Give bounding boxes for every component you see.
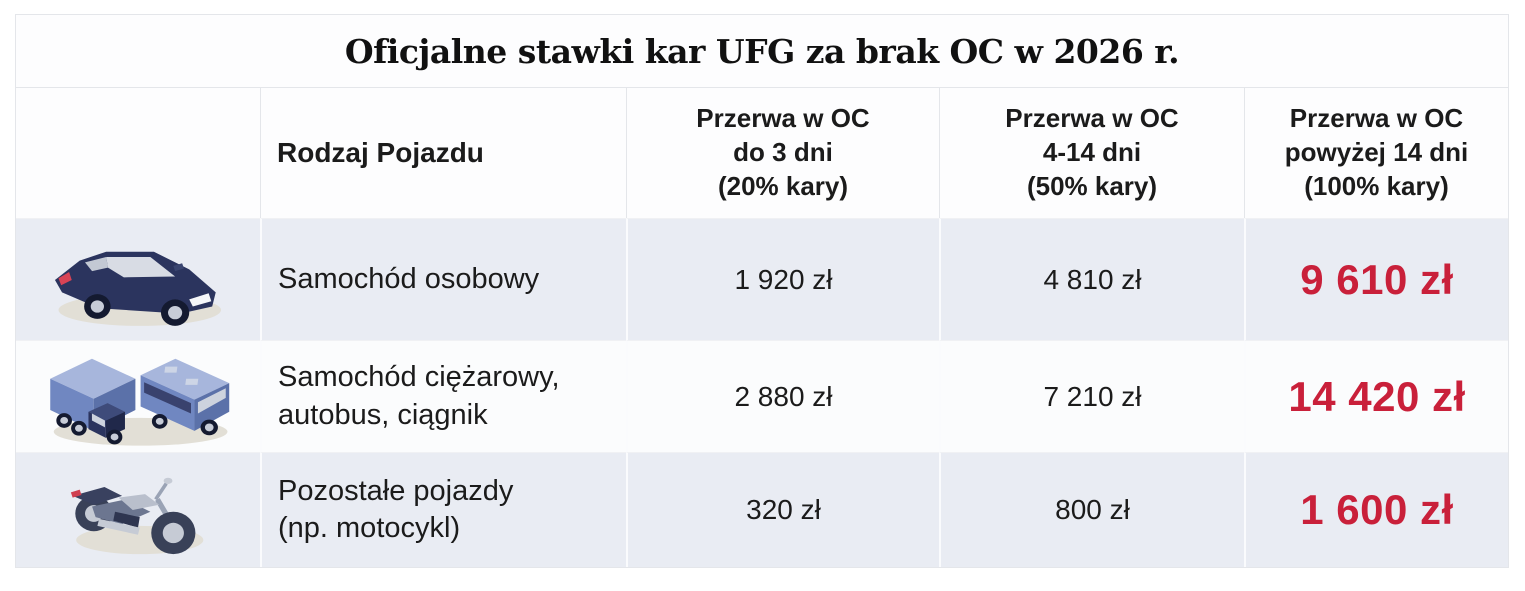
motorcycle-icon-cell (16, 452, 260, 567)
truck-bus-icon (50, 358, 230, 446)
penalty-other-20pct: 320 zł (626, 452, 939, 567)
penalty-truck-100pct: 14 420 zł (1244, 340, 1508, 452)
penalty-car-100pct: 9 610 zł (1244, 218, 1508, 340)
header-icon-spacer (16, 88, 260, 218)
penalty-other-50pct: 800 zł (939, 452, 1244, 567)
table-grid: Rodzaj Pojazdu Przerwa w OC do 3 dni (20… (16, 88, 1508, 567)
truck-bus-icon-cell (16, 340, 260, 452)
header-vehicle-type: Rodzaj Pojazdu (260, 88, 626, 218)
header-break-4-14-days: Przerwa w OC 4-14 dni (50% kary) (939, 88, 1244, 218)
car-icon (54, 251, 222, 326)
penalty-car-20pct: 1 920 zł (626, 218, 939, 340)
penalty-car-50pct: 4 810 zł (939, 218, 1244, 340)
vehicle-name-passenger-car: Samochód osobowy (260, 218, 626, 340)
vehicle-name-other-vehicles: Pozostałe pojazdy (np. motocykl) (260, 452, 626, 567)
penalty-truck-20pct: 2 880 zł (626, 340, 939, 452)
header-break-up-to-3-days: Przerwa w OC do 3 dni (20% kary) (626, 88, 939, 218)
header-break-over-14-days: Przerwa w OC powyżej 14 dni (100% kary) (1244, 88, 1508, 218)
vehicle-name-truck-bus-tractor: Samochód ciężarowy, autobus, ciągnik (260, 340, 626, 452)
table-title: Oficjalne stawki kar UFG za brak OC w 20… (16, 15, 1508, 88)
penalty-truck-50pct: 7 210 zł (939, 340, 1244, 452)
penalty-other-100pct: 1 600 zł (1244, 452, 1508, 567)
motorcycle-icon (70, 477, 204, 555)
car-icon-cell (16, 218, 260, 340)
penalty-table: Oficjalne stawki kar UFG za brak OC w 20… (15, 14, 1509, 568)
